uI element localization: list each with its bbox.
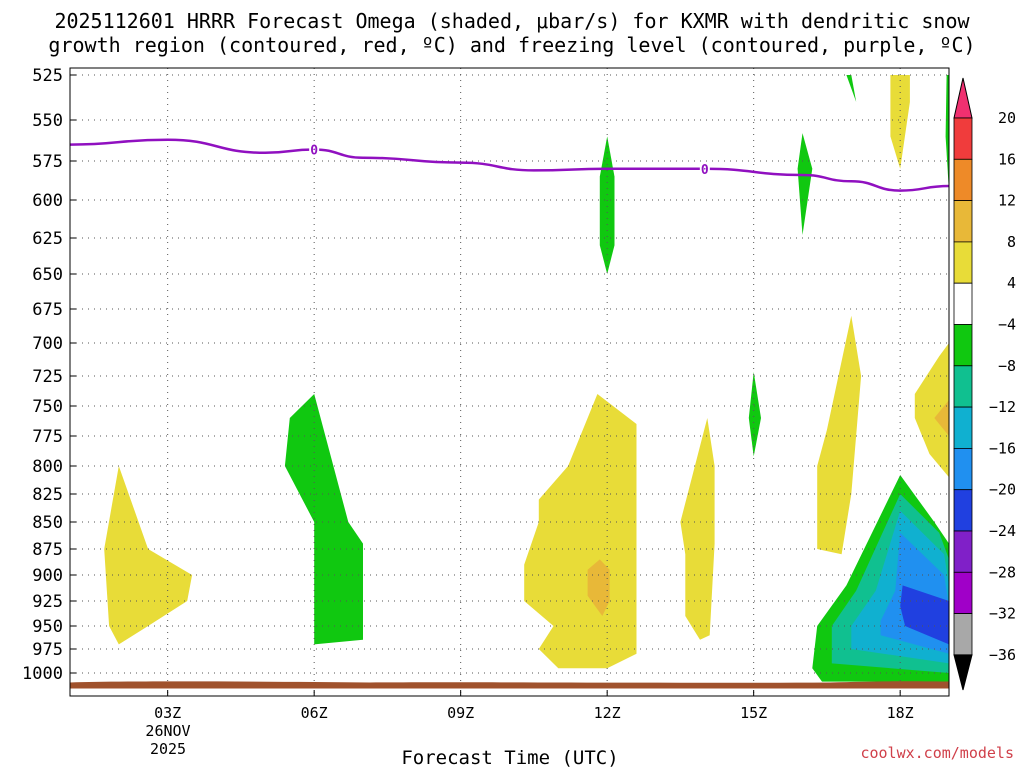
omega-region-green-15z <box>748 372 761 457</box>
freezing-label-bg <box>309 142 320 157</box>
ytick-label-650: 650 <box>32 265 63 285</box>
colorbar-top-arrow <box>953 77 973 119</box>
colorbar-label-0: 20 <box>998 109 1016 127</box>
colorbar-segment-3 <box>953 200 973 243</box>
colorbar-segment-12 <box>953 571 973 614</box>
ytick-label-975: 975 <box>32 640 63 660</box>
ytick-label-550: 550 <box>32 111 63 131</box>
colorbar-label-4: 4 <box>1007 274 1016 292</box>
colorbar-segment-10 <box>953 489 973 532</box>
ytick-label-725: 725 <box>32 367 63 387</box>
chart-title-line-2: growth region (contoured, red, ºC) and f… <box>48 33 975 57</box>
time-axis: 03Z 06Z 09Z 12Z 15Z 18Z <box>154 690 914 722</box>
ground-surface <box>70 681 949 689</box>
xtick-label-12Z: 12Z <box>594 704 621 722</box>
colorbar-label-2: 12 <box>998 192 1016 210</box>
ytick-label-950: 950 <box>32 617 63 637</box>
freezing-level-label-2: 0 <box>701 163 709 178</box>
ytick-label-875: 875 <box>32 540 63 560</box>
colorbar-segment-4 <box>953 241 973 284</box>
xtick-label-09Z: 09Z <box>447 704 474 722</box>
ytick-label-825: 825 <box>32 485 63 505</box>
colorbar-segment-1 <box>953 117 973 160</box>
colorbar-label-7: −12 <box>989 398 1016 416</box>
colorbar-label-6: −8 <box>998 357 1016 375</box>
colorbar-label-13: −36 <box>989 646 1016 664</box>
colorbar-label-12: −32 <box>989 605 1016 623</box>
omega-shaded-regions <box>104 75 949 682</box>
freezing-level-contour: 00 <box>69 138 950 192</box>
freezing-level-line <box>69 138 950 192</box>
gridlines <box>70 68 949 696</box>
colorbar-label-1: 16 <box>998 150 1016 168</box>
ytick-label-525: 525 <box>32 66 63 86</box>
colorbar-segment-6 <box>953 324 973 367</box>
omega-region-green-06z <box>284 394 363 645</box>
colorbar-segment-2 <box>953 158 973 202</box>
colorbar-label-3: 8 <box>1007 233 1016 251</box>
pressure-axis: 525 550 575 600 625 650 675 700 725 750 775 800 825 8… <box>22 66 76 684</box>
omega-region-yellow-02z <box>104 466 193 645</box>
x-axis-label: Forecast Time (UTC) <box>401 747 618 768</box>
omega-region-upper-right-green-sliver <box>846 75 857 102</box>
omega-region-yellow-12z <box>524 394 637 669</box>
colorbar-label-10: −24 <box>989 522 1016 540</box>
xtick-label-06Z: 06Z <box>301 704 328 722</box>
omega-region-yellow-right <box>914 343 949 478</box>
omega-region-blue-lower-right <box>900 585 949 645</box>
omega-region-upper-right-yellow <box>890 75 910 169</box>
ytick-label-775: 775 <box>32 427 63 447</box>
colorbar-label-5: −4 <box>998 316 1016 334</box>
colorbar-segment-5 <box>953 282 973 325</box>
colorbar-label-8: −16 <box>989 439 1016 457</box>
ytick-label-575: 575 <box>32 152 63 172</box>
xtick-label-18Z: 18Z <box>887 704 914 722</box>
ground-fill <box>70 681 949 689</box>
ytick-label-850: 850 <box>32 513 63 533</box>
ytick-label-625: 625 <box>32 229 63 249</box>
colorbar-segment-9 <box>953 447 973 491</box>
colorbar-segment-11 <box>953 530 973 573</box>
colorbar-label-9: −20 <box>989 481 1016 499</box>
colorbar-label-11: −28 <box>989 563 1016 581</box>
omega-region-yellow-17z <box>817 315 862 555</box>
date-label-day: 26NOV <box>145 722 190 740</box>
omega-region-right-edge-green-top <box>945 75 949 193</box>
omega-region-yellow-14z <box>680 418 715 640</box>
colorbar-segment-8 <box>953 406 973 449</box>
colorbar-segment-13 <box>953 613 973 656</box>
ytick-label-675: 675 <box>32 300 63 320</box>
ytick-label-600: 600 <box>32 191 63 211</box>
omega-region-orange-12z <box>587 559 610 616</box>
date-label-year: 2025 <box>150 740 186 758</box>
ytick-label-700: 700 <box>32 334 63 354</box>
ytick-label-750: 750 <box>32 397 63 417</box>
ytick-label-925: 925 <box>32 592 63 612</box>
omega-region-green-16z-upper <box>797 133 813 235</box>
omega-colorbar: 20 16 12 8 4 −4 −8 −12 −16 −20 −24 −28 −32 −36 <box>953 77 1016 691</box>
omega-region-orange-right <box>934 400 949 436</box>
freezing-label-bg <box>699 161 710 176</box>
ytick-label-1000: 1000 <box>22 664 63 684</box>
xtick-label-03Z: 03Z <box>154 704 181 722</box>
colorbar-bottom-arrow <box>953 654 973 691</box>
colorbar-segment-7 <box>953 365 973 408</box>
credit-link[interactable]: coolwx.com/models <box>860 744 1014 762</box>
chart-title-line-1: 2025112601 HRRR Forecast Omega (shaded, … <box>54 9 970 33</box>
xtick-label-15Z: 15Z <box>740 704 767 722</box>
plot-frame <box>69 67 950 697</box>
ytick-label-900: 900 <box>32 566 63 586</box>
ytick-label-800: 800 <box>32 457 63 477</box>
freezing-level-label-1: 0 <box>310 144 318 159</box>
omega-region-green-12z-upper <box>599 136 615 274</box>
